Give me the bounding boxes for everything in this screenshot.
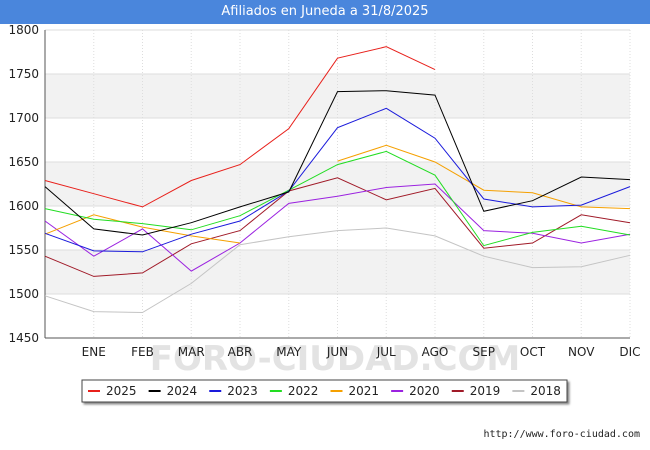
legend-label-2022[interactable]: 2022: [288, 384, 319, 398]
plot-band: [45, 250, 630, 294]
series-line-2021: [44, 144, 631, 244]
x-tick-label: JUL: [376, 345, 396, 359]
x-tick-label: AGO: [422, 345, 449, 359]
x-tick-label: ENE: [82, 345, 106, 359]
series-line-2020: [44, 183, 631, 272]
plot-band: [45, 118, 630, 162]
y-tick-label: 1500: [8, 287, 39, 301]
x-tick-label: ABR: [228, 345, 253, 359]
x-tick-label: NOV: [568, 345, 595, 359]
chart-title: Afiliados en Juneda a 31/8/2025: [0, 0, 650, 24]
legend-label-2020[interactable]: 2020: [409, 384, 440, 398]
series-line-2025: [44, 46, 436, 208]
y-tick-label: 1450: [8, 331, 39, 345]
y-tick-label: 1650: [8, 155, 39, 169]
series-line-2018: [44, 227, 631, 314]
x-axis-ticks: ENE FEB MAR ABR MAY JUN JUL AGO SEP OCT NOV DIC: [82, 345, 641, 359]
x-tick-label: FEB: [131, 345, 154, 359]
x-tick-label: SEP: [473, 345, 495, 359]
legend-label-2019[interactable]: 2019: [470, 384, 501, 398]
y-tick-label: 1550: [8, 243, 39, 257]
y-tick-label: 1750: [8, 67, 39, 81]
legend-label-2018[interactable]: 2018: [530, 384, 561, 398]
watermark-text: FORO-CIUDAD.COM: [150, 339, 521, 379]
gridlines: [44, 29, 631, 339]
x-tick-label: MAR: [178, 345, 205, 359]
series-line-2022: [44, 150, 631, 247]
y-tick-label: 1800: [8, 23, 39, 37]
y-tick-label: 1700: [8, 111, 39, 125]
source-url[interactable]: http://www.foro-ciudad.com: [483, 429, 640, 440]
x-tick-label: DIC: [619, 345, 640, 359]
series-line-2024: [44, 90, 631, 236]
legend-label-2024[interactable]: 2024: [167, 384, 198, 398]
x-tick-label: MAY: [276, 345, 302, 359]
x-tick-label: JUN: [326, 345, 348, 359]
legend-label-2023[interactable]: 2023: [227, 384, 258, 398]
series-lines: [44, 46, 631, 314]
legend-label-2025[interactable]: 2025: [106, 384, 137, 398]
legend-label-2021[interactable]: 2021: [349, 384, 380, 398]
legend: 2025 2024 2023 2022 2021 2020 2019 2018: [81, 379, 568, 403]
series-line-2019: [44, 177, 631, 277]
x-tick-label: OCT: [520, 345, 546, 359]
y-axis-ticks: 1450 1500 1550 1600 1650 1700 1750 1800: [8, 23, 39, 345]
legend-box: [81, 379, 568, 403]
series-line-2023: [44, 107, 631, 253]
y-tick-label: 1600: [8, 199, 39, 213]
